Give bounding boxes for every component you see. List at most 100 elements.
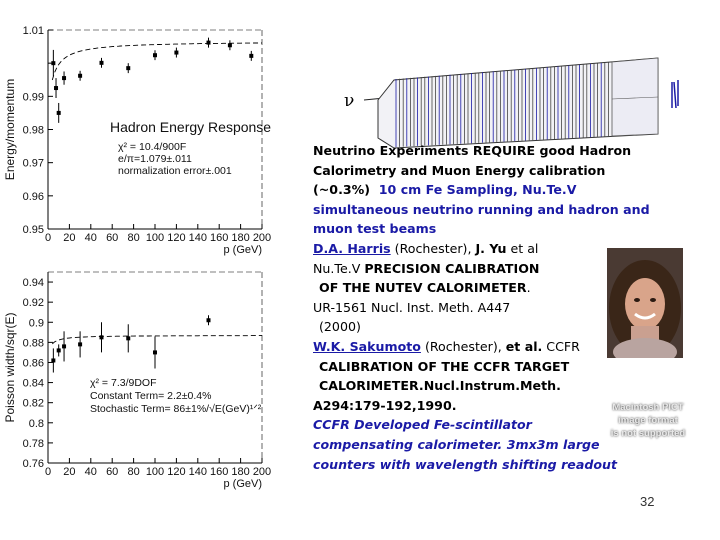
y-tick-label: 0.88 xyxy=(23,337,44,349)
pict-line-1: Macintosh PICT xyxy=(612,402,684,413)
ref1-line-3: OF THE NUTEV CALORIMETER. xyxy=(319,280,531,296)
data-point xyxy=(78,342,83,347)
x-tick-label: 60 xyxy=(106,466,118,478)
data-point xyxy=(206,40,211,45)
data-point xyxy=(56,348,61,353)
plot-title: Hadron Energy Response xyxy=(110,119,271,135)
x-tick-label: 160 xyxy=(210,466,228,478)
ref1-cite: UR-1561 Nucl. Inst. Meth. A447 xyxy=(313,299,511,315)
portrait-photo xyxy=(607,248,683,358)
x-tick-label: 140 xyxy=(189,232,207,244)
pict-line-3: is not supported xyxy=(610,428,686,439)
detector-scale-mark xyxy=(671,80,679,109)
y-tick-label: 0.94 xyxy=(23,277,44,289)
x-tick-label: 80 xyxy=(127,232,139,244)
last-line-3: counters with wavelength shifting readou… xyxy=(313,456,617,472)
x-tick-label: 100 xyxy=(146,232,164,244)
y-tick-label: 0.95 xyxy=(23,224,44,236)
x-tick-label: 0 xyxy=(45,466,51,478)
fit-curve xyxy=(51,335,262,345)
data-point xyxy=(227,43,232,48)
ref2-line-1: W.K. Sakumoto (Rochester), et al. CCFR xyxy=(313,338,580,354)
x-tick-label: 40 xyxy=(85,232,97,244)
detector-planes xyxy=(395,62,609,147)
text-line-2: Calorimetry and Muon Energy calibration xyxy=(313,162,606,178)
last-line-1: CCFR Developed Fe-scintillator xyxy=(313,417,532,433)
pict-line-2: image format xyxy=(618,415,678,426)
data-point xyxy=(99,335,104,340)
text-line-1: Neutrino Experiments REQUIRE good Hadron xyxy=(313,143,632,158)
data-point xyxy=(206,318,211,323)
y-tick-label: 1.01 xyxy=(23,25,44,37)
data-point xyxy=(249,53,254,58)
ref2-line-2: CALIBRATION OF THE CCFR TARGET xyxy=(319,358,570,374)
y-tick-label: 0.8 xyxy=(29,418,44,430)
y-tick-label: 0.78 xyxy=(23,438,44,450)
poisson-width-chart: 0.76 0.78 0.8 0.82 0.84 0.86 0.88 0.9 0.92 0.94 0 2… xyxy=(0,262,300,494)
data-point xyxy=(56,110,61,115)
x-axis-label: p (GeV) xyxy=(223,244,262,256)
y-tick-label: 0.76 xyxy=(23,458,44,470)
y-tick-label: 0.86 xyxy=(23,357,44,369)
text-line-5: muon test beams xyxy=(313,221,437,237)
x-tick-label: 40 xyxy=(85,466,97,478)
x-axis-label: p (GeV) xyxy=(223,478,262,490)
x-tick-label: 140 xyxy=(189,466,207,478)
y-axis-label: Energy/momentum xyxy=(3,79,17,180)
data-point xyxy=(153,350,157,355)
x-tick-label: 180 xyxy=(231,232,249,244)
data-point xyxy=(126,66,131,71)
neutrino-symbol: ν xyxy=(344,91,354,111)
data-point xyxy=(62,344,67,349)
fit-curve xyxy=(51,42,262,81)
x-tick-label: 200 xyxy=(253,466,271,478)
energy-response-plot: 0.95 0.96 0.97 0.98 0.99 1.01 0 20 40 60 80 100 120 1… xyxy=(3,25,271,256)
data-point xyxy=(78,73,83,78)
y-tick-label: 0.82 xyxy=(23,398,44,410)
y-tick-label: 0.9 xyxy=(29,317,44,329)
ref2-pages: A294:179-192,1990. xyxy=(313,397,457,413)
x-tick-label: 100 xyxy=(146,466,164,478)
data-point xyxy=(54,86,59,91)
data-point xyxy=(126,336,131,341)
x-tick-label: 0 xyxy=(45,232,51,244)
x-tick-label: 60 xyxy=(106,232,118,244)
ref1-line-1: D.A. Harris (Rochester), J. Yu et al xyxy=(313,240,539,256)
x-tick-label: 120 xyxy=(167,466,185,478)
x-tick-label: 120 xyxy=(167,232,185,244)
plot-annotation: e/π=1.079±.011 xyxy=(118,153,192,165)
plot-annotation: Stochastic Term= 86±1%/√E(GeV)¹ᐟ² xyxy=(90,403,262,415)
plot-annotation: χ² = 10.4/900F xyxy=(118,141,186,153)
last-line-2: compensating calorimeter. 3mx3m large xyxy=(313,436,600,452)
energy-response-chart: 0.95 0.96 0.97 0.98 0.99 1.01 0 20 40 60 80 100 120 1… xyxy=(0,0,300,262)
y-tick-label: 0.92 xyxy=(23,297,44,309)
x-tick-label: 160 xyxy=(210,232,228,244)
plot-annotation: normalization error±.001 xyxy=(118,165,232,177)
slide-number: 32 xyxy=(640,494,655,509)
x-tick-label: 200 xyxy=(253,232,271,244)
text-line-3: (~0.3%) 10 cm Fe Sampling, Nu.Te.V xyxy=(313,182,577,198)
detector-diagram: ν xyxy=(344,57,679,149)
data-point xyxy=(51,61,56,66)
y-axis-label: Poisson width/sqr(E) xyxy=(3,312,17,422)
y-tick-label: 0.84 xyxy=(23,378,44,390)
x-tick-label: 80 xyxy=(127,466,139,478)
spectrometer-divider xyxy=(611,96,659,100)
data-point xyxy=(51,358,56,363)
x-tick-label: 180 xyxy=(231,466,249,478)
data-point xyxy=(99,60,104,65)
slide-text-block: Neutrino Experiments REQUIRE good Hadron… xyxy=(313,141,673,474)
poisson-width-plot: 0.760.780.80.820.840.860.880.90.920.940 2… xyxy=(3,271,271,490)
ref1-year: (2000) xyxy=(319,319,361,335)
ref1-line-2: Nu.Te.V PRECISION CALIBRATION xyxy=(313,260,540,276)
data-point xyxy=(62,76,67,81)
plot-annotation: χ² = 7.3/9DOF xyxy=(90,377,157,389)
y-tick-label: 0.97 xyxy=(23,158,44,170)
text-line-4: simultaneous neutrino running and hadron… xyxy=(313,201,650,217)
ref2-line-3: CALORIMETER.Nucl.Instrum.Meth. xyxy=(319,378,561,394)
ref1-author-link[interactable]: D.A. Harris xyxy=(313,240,391,256)
plot-annotation: Constant Term= 2.2±0.4% xyxy=(90,390,211,402)
x-tick-label: 20 xyxy=(63,466,75,478)
data-point xyxy=(174,50,179,55)
ref2-author-link[interactable]: W.K. Sakumoto xyxy=(313,338,421,354)
